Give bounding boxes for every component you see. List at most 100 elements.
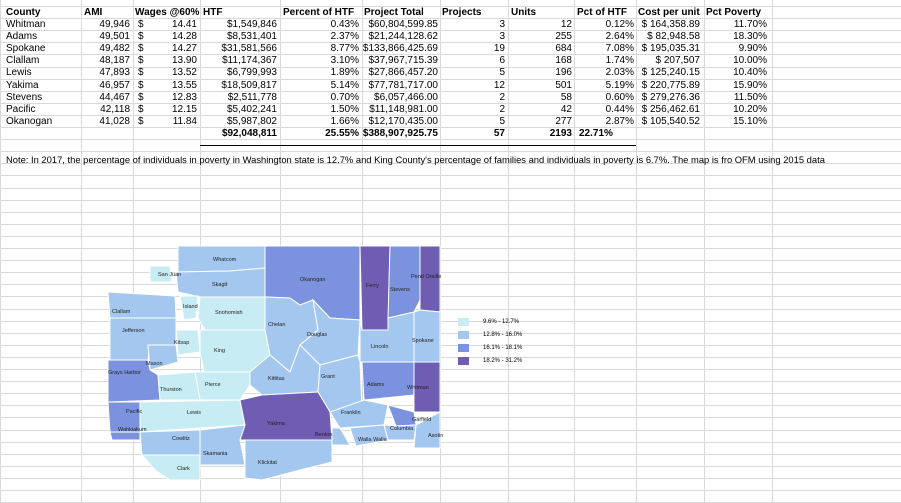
cell-dollar: $ — [138, 31, 144, 42]
cell-dollar: $ — [138, 55, 144, 66]
cell-county: Pacific — [6, 104, 36, 115]
cell-wage: 14.41 — [171, 19, 197, 30]
cell-htf: $11,174,367 — [222, 55, 277, 66]
cell-project-total: $133,866,425.69 — [362, 43, 438, 54]
cell-pct-of-htf: 2.64% — [605, 31, 634, 42]
cell-units: 501 — [555, 80, 572, 91]
cell-county: Clallam — [6, 55, 40, 66]
county-label-wahkiakum: Wahkiakum — [118, 427, 147, 433]
cell-percent-htf: 0.70% — [330, 92, 359, 103]
cell-pct-poverty: 11.70% — [733, 19, 767, 30]
county-label-kitsap: Kitsap — [174, 340, 189, 346]
cell-htf: $18,509,817 — [221, 80, 277, 91]
header-units: Units — [511, 7, 536, 18]
cell-dollar: $ — [138, 67, 144, 78]
cell-wage: 11.84 — [172, 116, 197, 127]
legend-label: 16.1% - 18.1% — [483, 345, 523, 351]
cell-project-total: $77,781,717.00 — [368, 80, 438, 91]
cell-wage: 12.15 — [171, 104, 197, 115]
cell-projects: 5 — [499, 67, 505, 78]
county-cowlitz — [139, 429, 201, 456]
cell-htf: $31,581,566 — [221, 43, 277, 54]
cell-percent-htf: 1.50% — [330, 104, 359, 115]
cell-ami: 49,946 — [99, 19, 130, 30]
county-label-franklin: Franklin — [341, 410, 361, 416]
county-label-island: Island — [183, 304, 198, 310]
county-label-whitman: Whitman — [407, 385, 429, 391]
cell-ami: 41,028 — [99, 116, 130, 127]
cell-county: Okanogan — [6, 116, 53, 127]
county-label-ferry: Ferry — [366, 283, 379, 289]
cell-pct-of-htf: 2.03% — [605, 67, 634, 78]
county-label-pierce: Pierce — [205, 382, 221, 388]
cell-percent-htf: 2.37% — [330, 31, 359, 42]
county-whitman — [413, 361, 441, 413]
total-units: 2193 — [549, 128, 572, 139]
cell-units: 12 — [560, 19, 572, 30]
cell-project-total: $37,967,715.39 — [368, 55, 438, 66]
county-label-asotin: Asotin — [428, 433, 443, 439]
legend-swatch — [458, 357, 469, 365]
cell-county: Adams — [6, 31, 38, 42]
cell-dollar: $ — [138, 43, 144, 54]
county-label-thurston: Thurston — [160, 387, 182, 393]
cell-projects: 12 — [493, 80, 505, 91]
legend-label: 9.6% - 12.7% — [483, 319, 520, 325]
cell-pct-of-htf: 1.74% — [605, 55, 634, 66]
cell-units: 196 — [555, 67, 572, 78]
cell-htf: $5,987,802 — [226, 116, 277, 127]
cell-percent-htf: 5.14% — [330, 80, 359, 91]
cell-cost-per-unit: $ 220,775.89 — [641, 80, 700, 91]
header-county: County — [6, 7, 41, 18]
header-wages: Wages @60% — [135, 7, 200, 18]
cell-htf: $5,402,241 — [226, 104, 277, 115]
county-pierce — [194, 371, 251, 401]
cell-ami: 42,118 — [100, 104, 130, 115]
county-label-cowlitz: Cowlitz — [172, 436, 190, 442]
total-percent-htf: 25.55% — [325, 128, 359, 139]
cell-pct-poverty: 10.20% — [733, 104, 767, 115]
county-label-stevens: Stevens — [390, 287, 410, 293]
cell-pct-of-htf: 2.87% — [605, 116, 634, 127]
cell-project-total: $6,057,466.00 — [374, 92, 438, 103]
legend-label: 12.8% - 16.0% — [483, 332, 523, 338]
county-label-king: King — [214, 348, 225, 354]
header-ami: AMI — [84, 7, 103, 18]
total-projects: 57 — [493, 128, 505, 139]
cell-wage: 12.83 — [171, 92, 197, 103]
county-klickitat — [244, 439, 333, 481]
total-pct-of-htf: 22.71% — [579, 128, 613, 139]
county-label-grant: Grant — [321, 374, 335, 380]
cell-wage: 14.27 — [171, 43, 197, 54]
cell-cost-per-unit: $ 164,358.89 — [641, 19, 700, 30]
county-wahkiakum — [109, 431, 141, 441]
cell-ami: 47,893 — [99, 67, 130, 78]
county-benton — [331, 427, 351, 446]
header-cost-per-unit: Cost per unit — [638, 7, 700, 18]
county-label-walla-walla: Walla Walla — [358, 437, 388, 443]
cell-percent-htf: 3.10% — [330, 55, 359, 66]
cell-htf: $1,549,846 — [226, 19, 277, 30]
county-clark — [140, 454, 201, 481]
cell-dollar: $ — [138, 80, 144, 91]
county-franklin — [329, 399, 389, 429]
county-label-kittitas: Kittitas — [268, 376, 285, 382]
county-label-jefferson: Jefferson — [122, 328, 145, 334]
cell-percent-htf: 0.43% — [330, 19, 359, 30]
cell-pct-of-htf: 0.12% — [605, 19, 634, 30]
cell-wage: 13.90 — [171, 55, 197, 66]
county-san-juan — [149, 265, 173, 283]
header-projects: Projects — [442, 7, 482, 18]
county-label-clallam: Clallam — [112, 309, 131, 315]
county-island — [179, 295, 199, 321]
cell-pct-of-htf: 5.19% — [605, 80, 634, 91]
cell-county: Spokane — [6, 43, 46, 54]
county-walla-walla — [349, 424, 389, 447]
cell-percent-htf: 1.89% — [330, 67, 359, 78]
cell-project-total: $60,804,599.85 — [368, 19, 438, 30]
cell-pct-poverty: 11.50% — [733, 92, 767, 103]
total-htf: $92,048,811 — [221, 128, 277, 139]
cell-project-total: $21,244,128.62 — [368, 31, 438, 42]
cell-pct-poverty: 18.30% — [733, 31, 767, 42]
